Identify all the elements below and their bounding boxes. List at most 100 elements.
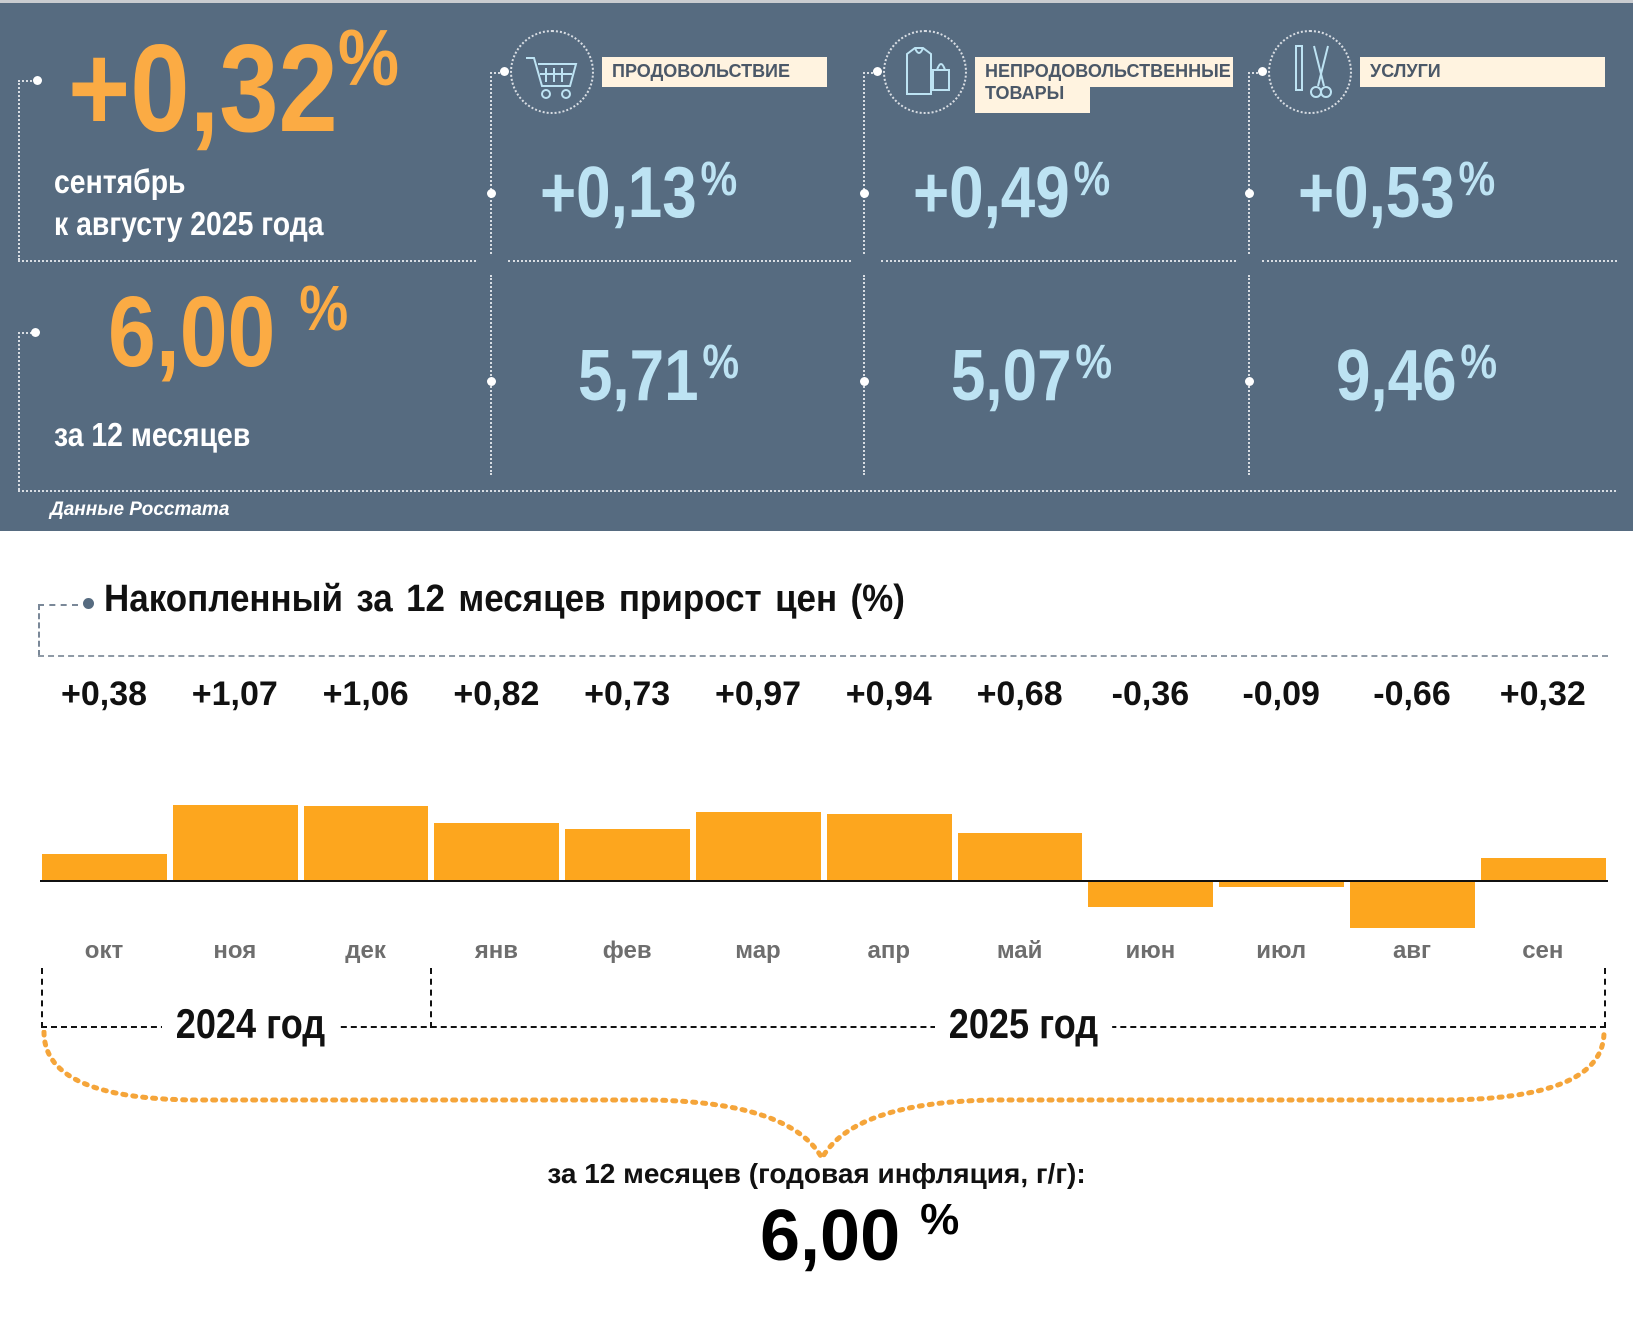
bar-янв <box>434 822 560 881</box>
category-annual-value: 5,07 % <box>951 336 1113 416</box>
orange-brace <box>41 1030 1607 1160</box>
connector-dot <box>31 328 40 337</box>
divider <box>508 260 851 262</box>
connector-line <box>1248 72 1262 74</box>
title-dot <box>83 598 94 609</box>
bar-value-label: +0,68 <box>976 675 1063 713</box>
connector-dot <box>1245 189 1254 198</box>
connector-dot <box>1258 67 1267 76</box>
bracket-line <box>430 968 432 1028</box>
month-label: окт <box>84 937 124 964</box>
connector-line <box>18 332 20 490</box>
connector-line <box>18 80 20 260</box>
bar-value-label: +0,73 <box>584 675 671 713</box>
summary-label: за 12 месяцев (годовая инфляция, г/г): <box>547 1158 1086 1189</box>
connector-dot <box>860 189 869 198</box>
monthly-label: к августу 2025 года <box>54 205 324 242</box>
connector-dot <box>487 189 496 198</box>
year-label-2025: 2025 год <box>935 1000 1112 1048</box>
bar-фев <box>565 829 690 881</box>
month-label: мар <box>735 937 781 964</box>
category-label: ТОВАРЫ <box>975 83 1090 113</box>
bar-май <box>957 832 1083 881</box>
month-label: фев <box>602 937 652 964</box>
bar-мар <box>696 812 821 881</box>
bar-сен <box>1480 858 1606 881</box>
month-label: авг <box>1392 937 1432 964</box>
connector-line <box>863 72 877 74</box>
bar-окт <box>42 854 167 881</box>
column-divider <box>1248 275 1250 475</box>
month-label: июл <box>1256 937 1307 964</box>
column-divider <box>863 72 865 254</box>
title-connector <box>38 604 78 606</box>
bar-value-label: +1,06 <box>322 675 409 713</box>
annual-inflation-value: 6,00 % <box>108 272 349 388</box>
divider <box>38 655 1608 657</box>
source-note: Данные Росстата <box>50 499 230 520</box>
connector-dot <box>1245 377 1254 386</box>
bar-апр <box>826 814 952 881</box>
divider <box>18 490 1616 492</box>
category-label: НЕПРОДОВОЛЬСТВЕННЫЕ <box>975 57 1233 87</box>
category-annual-value: 9,46 % <box>1336 336 1498 416</box>
connector-line <box>18 332 36 334</box>
summary-panel <box>0 0 1633 531</box>
bar-value-label: +1,07 <box>191 675 278 713</box>
column-divider <box>1248 72 1250 254</box>
annual-label: за 12 месяцев <box>54 416 251 453</box>
year-label-2024: 2024 год <box>162 1000 339 1048</box>
category-monthly-value: +0,53 % <box>1298 153 1496 233</box>
bar-июл <box>1219 881 1344 888</box>
title-connector <box>38 604 40 656</box>
connector-line <box>490 72 504 74</box>
bar-июн <box>1088 881 1214 907</box>
bar-авг <box>1350 881 1475 928</box>
monthly-label: сентябрь <box>54 163 186 200</box>
month-label: апр <box>867 937 911 964</box>
bracket-line <box>41 1026 1606 1028</box>
month-label: дек <box>345 937 386 964</box>
bar-value-label: -0,66 <box>1373 675 1451 713</box>
month-label: июн <box>1125 937 1176 964</box>
month-label: сен <box>1522 937 1564 964</box>
bracket-line <box>1604 968 1606 1028</box>
bar-value-label: +0,97 <box>714 675 802 713</box>
bar-value-label: -0,09 <box>1242 675 1320 713</box>
summary-value: 6,00 % <box>760 1195 960 1276</box>
bracket-line <box>41 968 43 1028</box>
chart-baseline <box>40 880 1608 882</box>
divider <box>1262 260 1617 262</box>
chart-title: Накопленный за 12 месяцев прирост цен (%… <box>104 578 905 620</box>
category-monthly-value: +0,13 % <box>540 153 738 233</box>
bar-value-label: -0,36 <box>1111 675 1190 713</box>
column-divider <box>490 72 492 254</box>
connector-dot <box>860 377 869 386</box>
clothing-bag-icon <box>883 30 967 114</box>
divider <box>18 260 476 262</box>
shopping-cart-icon <box>510 30 594 114</box>
month-label: янв <box>474 937 519 964</box>
bar-value-label: +0,38 <box>60 675 148 713</box>
column-divider <box>490 275 492 475</box>
category-annual-value: 5,71 % <box>578 336 740 416</box>
bar-ноя <box>172 805 298 881</box>
monthly-inflation-value: +0,32% <box>68 13 400 158</box>
connector-dot <box>500 67 509 76</box>
category-label: УСЛУГИ <box>1360 57 1605 87</box>
bar-value-label: +0,82 <box>453 675 540 713</box>
divider <box>881 260 1236 262</box>
connector-dot <box>873 67 882 76</box>
month-label: май <box>996 937 1043 964</box>
column-divider <box>863 275 865 475</box>
bar-дек <box>303 805 429 881</box>
comb-scissors-icon <box>1268 30 1352 114</box>
category-monthly-value: +0,49 % <box>913 153 1111 233</box>
bar-value-label: +0,94 <box>845 675 932 713</box>
connector-line <box>18 80 36 82</box>
connector-dot <box>33 76 42 85</box>
month-label: ноя <box>213 937 257 964</box>
category-label: ПРОДОВОЛЬСТВИЕ <box>602 57 827 87</box>
connector-dot <box>487 377 496 386</box>
bar-value-label: +0,32 <box>1499 675 1586 713</box>
